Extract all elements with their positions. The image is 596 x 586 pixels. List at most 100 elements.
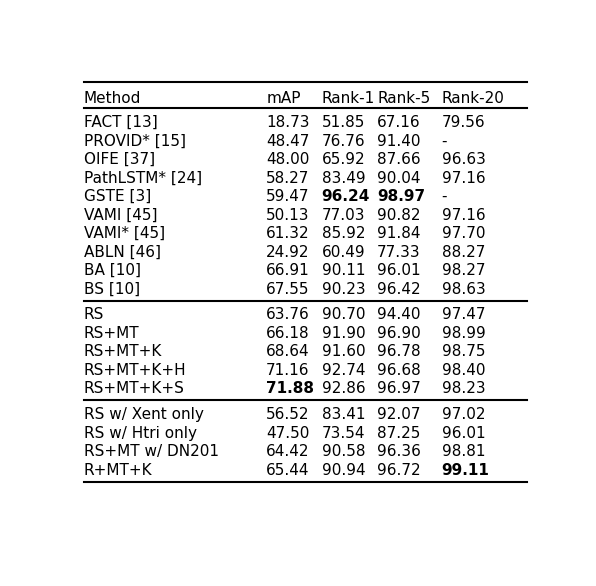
Text: 90.58: 90.58: [322, 444, 365, 459]
Text: 98.40: 98.40: [442, 363, 485, 378]
Text: ABLN [46]: ABLN [46]: [83, 244, 161, 260]
Text: 98.27: 98.27: [442, 263, 485, 278]
Text: mAP: mAP: [266, 91, 301, 106]
Text: RS w/ Htri only: RS w/ Htri only: [83, 425, 197, 441]
Text: 92.07: 92.07: [377, 407, 421, 422]
Text: 90.94: 90.94: [322, 462, 365, 478]
Text: 96.90: 96.90: [377, 326, 421, 341]
Text: 71.16: 71.16: [266, 363, 310, 378]
Text: 96.68: 96.68: [377, 363, 421, 378]
Text: 91.60: 91.60: [322, 345, 365, 359]
Text: 91.84: 91.84: [377, 226, 421, 241]
Text: 67.16: 67.16: [377, 115, 421, 130]
Text: 77.33: 77.33: [377, 244, 421, 260]
Text: -: -: [442, 134, 447, 149]
Text: Rank-5: Rank-5: [377, 91, 430, 106]
Text: -: -: [442, 189, 447, 204]
Text: 96.72: 96.72: [377, 462, 421, 478]
Text: RS+MT+K: RS+MT+K: [83, 345, 162, 359]
Text: 85.92: 85.92: [322, 226, 365, 241]
Text: RS+MT+K+S: RS+MT+K+S: [83, 381, 185, 396]
Text: 98.23: 98.23: [442, 381, 485, 396]
Text: VAMI [45]: VAMI [45]: [83, 207, 157, 223]
Text: 96.36: 96.36: [377, 444, 421, 459]
Text: 71.88: 71.88: [266, 381, 314, 396]
Text: 96.01: 96.01: [377, 263, 421, 278]
Text: 92.86: 92.86: [322, 381, 365, 396]
Text: 79.56: 79.56: [442, 115, 485, 130]
Text: 67.55: 67.55: [266, 282, 310, 297]
Text: OIFE [37]: OIFE [37]: [83, 152, 155, 167]
Text: 98.97: 98.97: [377, 189, 425, 204]
Text: 97.02: 97.02: [442, 407, 485, 422]
Text: RS+MT: RS+MT: [83, 326, 139, 341]
Text: 63.76: 63.76: [266, 308, 310, 322]
Text: RS: RS: [83, 308, 104, 322]
Text: 91.40: 91.40: [377, 134, 421, 149]
Text: 64.42: 64.42: [266, 444, 310, 459]
Text: 87.66: 87.66: [377, 152, 421, 167]
Text: 98.99: 98.99: [442, 326, 486, 341]
Text: 24.92: 24.92: [266, 244, 310, 260]
Text: BA [10]: BA [10]: [83, 263, 141, 278]
Text: RS w/ Xent only: RS w/ Xent only: [83, 407, 204, 422]
Text: 48.47: 48.47: [266, 134, 309, 149]
Text: 83.41: 83.41: [322, 407, 365, 422]
Text: 68.64: 68.64: [266, 345, 310, 359]
Text: 96.78: 96.78: [377, 345, 421, 359]
Text: Rank-1: Rank-1: [322, 91, 375, 106]
Text: BS [10]: BS [10]: [83, 282, 140, 297]
Text: 66.91: 66.91: [266, 263, 310, 278]
Text: 96.01: 96.01: [442, 425, 485, 441]
Text: 61.32: 61.32: [266, 226, 310, 241]
Text: 94.40: 94.40: [377, 308, 421, 322]
Text: 90.82: 90.82: [377, 207, 421, 223]
Text: RS+MT+K+H: RS+MT+K+H: [83, 363, 187, 378]
Text: 88.27: 88.27: [442, 244, 485, 260]
Text: PROVID* [15]: PROVID* [15]: [83, 134, 186, 149]
Text: R+MT+K: R+MT+K: [83, 462, 153, 478]
Text: 76.76: 76.76: [322, 134, 365, 149]
Text: 99.11: 99.11: [442, 462, 489, 478]
Text: Method: Method: [83, 91, 141, 106]
Text: 98.81: 98.81: [442, 444, 485, 459]
Text: 56.52: 56.52: [266, 407, 310, 422]
Text: 90.04: 90.04: [377, 171, 421, 186]
Text: 96.63: 96.63: [442, 152, 486, 167]
Text: RS+MT w/ DN201: RS+MT w/ DN201: [83, 444, 219, 459]
Text: 58.27: 58.27: [266, 171, 309, 186]
Text: 96.42: 96.42: [377, 282, 421, 297]
Text: 98.75: 98.75: [442, 345, 485, 359]
Text: 96.97: 96.97: [377, 381, 421, 396]
Text: 60.49: 60.49: [322, 244, 365, 260]
Text: 90.70: 90.70: [322, 308, 365, 322]
Text: PathLSTM* [24]: PathLSTM* [24]: [83, 171, 202, 186]
Text: 97.16: 97.16: [442, 171, 485, 186]
Text: 90.11: 90.11: [322, 263, 365, 278]
Text: 96.24: 96.24: [322, 189, 370, 204]
Text: 47.50: 47.50: [266, 425, 309, 441]
Text: 65.92: 65.92: [322, 152, 365, 167]
Text: 51.85: 51.85: [322, 115, 365, 130]
Text: 87.25: 87.25: [377, 425, 420, 441]
Text: 92.74: 92.74: [322, 363, 365, 378]
Text: 48.00: 48.00: [266, 152, 309, 167]
Text: 83.49: 83.49: [322, 171, 365, 186]
Text: 91.90: 91.90: [322, 326, 365, 341]
Text: 98.63: 98.63: [442, 282, 486, 297]
Text: Rank-20: Rank-20: [442, 91, 505, 106]
Text: 97.47: 97.47: [442, 308, 485, 322]
Text: FACT [13]: FACT [13]: [83, 115, 157, 130]
Text: 77.03: 77.03: [322, 207, 365, 223]
Text: VAMI* [45]: VAMI* [45]: [83, 226, 165, 241]
Text: 50.13: 50.13: [266, 207, 310, 223]
Text: 97.16: 97.16: [442, 207, 485, 223]
Text: 90.23: 90.23: [322, 282, 365, 297]
Text: 73.54: 73.54: [322, 425, 365, 441]
Text: 65.44: 65.44: [266, 462, 310, 478]
Text: 97.70: 97.70: [442, 226, 485, 241]
Text: 59.47: 59.47: [266, 189, 310, 204]
Text: 18.73: 18.73: [266, 115, 310, 130]
Text: 66.18: 66.18: [266, 326, 310, 341]
Text: GSTE [3]: GSTE [3]: [83, 189, 151, 204]
